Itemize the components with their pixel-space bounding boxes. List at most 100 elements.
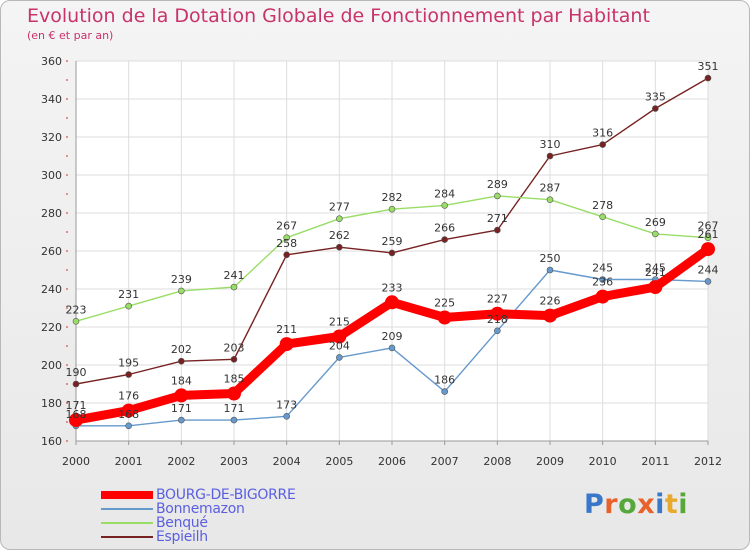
legend-item-bourg-de-bigorre: BOURG-DE-BIGORRE xyxy=(101,487,296,503)
axes: 160 180 200 220 240 260 280 300 320 340 360 2000 200… xyxy=(41,55,722,468)
data-point xyxy=(385,295,399,310)
legend-label: Bonnemazon xyxy=(156,501,245,517)
y-tick-label: 240 xyxy=(41,283,62,296)
y-tick-label: 320 xyxy=(41,131,62,144)
data-point xyxy=(494,327,501,335)
y-tick-label: 300 xyxy=(41,169,62,182)
y-tick-label: 180 xyxy=(41,397,62,410)
data-point xyxy=(230,283,238,291)
data-point xyxy=(441,202,448,209)
legend-label: Benqué xyxy=(156,515,208,531)
data-point xyxy=(652,230,659,238)
data-label: 176 xyxy=(118,390,139,403)
data-point xyxy=(283,234,290,241)
data-point xyxy=(336,354,343,361)
data-label: 245 xyxy=(645,262,666,275)
data-point xyxy=(546,152,554,160)
data-label: 185 xyxy=(224,373,245,386)
data-point xyxy=(599,213,606,221)
data-label: 171 xyxy=(224,402,245,415)
x-tick-label: 2006 xyxy=(378,455,406,468)
data-label: 284 xyxy=(434,187,455,200)
legend-swatch xyxy=(101,536,153,538)
data-point xyxy=(332,329,347,344)
data-point xyxy=(174,388,189,403)
data-label: 223 xyxy=(66,303,87,316)
data-label: 227 xyxy=(487,293,508,306)
x-tick-label: 2009 xyxy=(536,455,564,468)
data-label: 231 xyxy=(118,288,139,301)
series xyxy=(69,74,715,430)
data-label: 335 xyxy=(645,91,666,104)
data-point xyxy=(595,289,610,304)
x-tick-label: 2001 xyxy=(115,455,143,468)
data-point xyxy=(69,413,83,428)
x-tick-label: 2002 xyxy=(167,455,195,468)
data-label: 351 xyxy=(698,60,719,73)
data-label: 211 xyxy=(276,323,297,336)
y-tick-label: 260 xyxy=(41,245,62,258)
y-tick-label: 160 xyxy=(41,435,62,448)
x-tick-label: 2000 xyxy=(62,455,90,468)
data-point xyxy=(121,403,136,418)
data-label: 190 xyxy=(66,366,87,379)
data-label: 245 xyxy=(592,262,613,275)
data-label: 209 xyxy=(382,330,403,343)
data-label: 168 xyxy=(66,408,87,421)
x-tick-label: 2008 xyxy=(483,455,511,468)
legend-label: Espieilh xyxy=(156,529,208,545)
data-label: 244 xyxy=(698,263,719,276)
data-point xyxy=(178,357,185,365)
chart-title: Evolution de la Dotation Globale de Fonc… xyxy=(27,5,650,27)
x-tick-label: 2003 xyxy=(220,455,248,468)
x-tick-label: 2007 xyxy=(431,455,459,468)
y-tick-label: 360 xyxy=(41,55,62,68)
data-point xyxy=(336,243,343,251)
data-label: 267 xyxy=(698,220,719,233)
data-label: 271 xyxy=(487,212,508,225)
data-point xyxy=(72,317,80,325)
x-tick-label: 2011 xyxy=(641,455,669,468)
data-point xyxy=(494,226,501,234)
data-point xyxy=(648,280,663,295)
data-point xyxy=(230,416,238,424)
legend-swatch xyxy=(101,491,153,499)
data-label: 258 xyxy=(276,237,297,250)
data-point xyxy=(441,236,448,243)
data-label: 239 xyxy=(171,273,192,286)
data-label: 218 xyxy=(487,313,508,326)
data-point xyxy=(599,276,606,283)
data-label: 195 xyxy=(118,357,139,370)
proxiti-logo: Proxiti xyxy=(584,489,689,520)
data-label: 203 xyxy=(224,341,245,354)
legend-item-bonnemazon: Bonnemazon xyxy=(101,501,245,517)
data-label: 186 xyxy=(434,374,455,387)
data-label: 310 xyxy=(540,138,561,151)
y-tick-label: 200 xyxy=(41,359,62,372)
data-label: 289 xyxy=(487,178,508,191)
legend-item-benque: Benqué xyxy=(101,515,208,531)
data-label: 225 xyxy=(434,297,455,310)
data-label: 236 xyxy=(592,276,613,289)
data-label: 204 xyxy=(329,339,350,352)
data-label: 269 xyxy=(645,216,666,229)
data-label: 171 xyxy=(171,402,192,415)
x-tick-label: 2004 xyxy=(273,455,301,468)
legend-item-espieilh: Espieilh xyxy=(101,529,208,545)
data-label: 171 xyxy=(66,399,87,412)
data-label: 261 xyxy=(698,228,719,241)
data-point xyxy=(279,337,294,352)
data-point xyxy=(704,234,712,241)
grid xyxy=(75,60,709,442)
legend-swatch xyxy=(101,508,153,510)
data-point xyxy=(72,380,80,388)
y-tick-label: 280 xyxy=(41,207,62,220)
data-label: 241 xyxy=(645,266,666,279)
data-point xyxy=(125,422,132,430)
data-label: 287 xyxy=(540,182,561,195)
data-point xyxy=(227,386,241,401)
x-tick-label: 2010 xyxy=(589,455,617,468)
legend-label: BOURG-DE-BIGORRE xyxy=(156,487,296,503)
data-label: 202 xyxy=(171,343,192,356)
